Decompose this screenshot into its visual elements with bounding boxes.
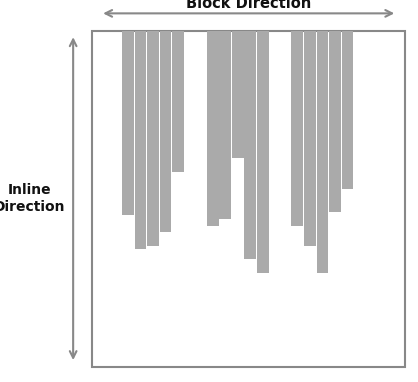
Text: Inline
Direction: Inline Direction [0, 183, 65, 214]
Bar [92, 31, 405, 367]
Bar [147, 31, 159, 246]
Bar [329, 31, 341, 212]
Bar [245, 31, 256, 259]
Bar [257, 31, 269, 273]
Bar [342, 31, 353, 189]
Bar [135, 31, 146, 249]
Bar [304, 31, 316, 246]
Bar [219, 31, 231, 219]
Bar [207, 31, 219, 225]
Bar [291, 31, 303, 225]
Bar [172, 31, 184, 172]
Bar [160, 31, 171, 232]
Bar [122, 31, 134, 215]
Bar [232, 31, 244, 158]
Text: Block Direction: Block Direction [186, 0, 311, 11]
Bar [316, 31, 328, 273]
